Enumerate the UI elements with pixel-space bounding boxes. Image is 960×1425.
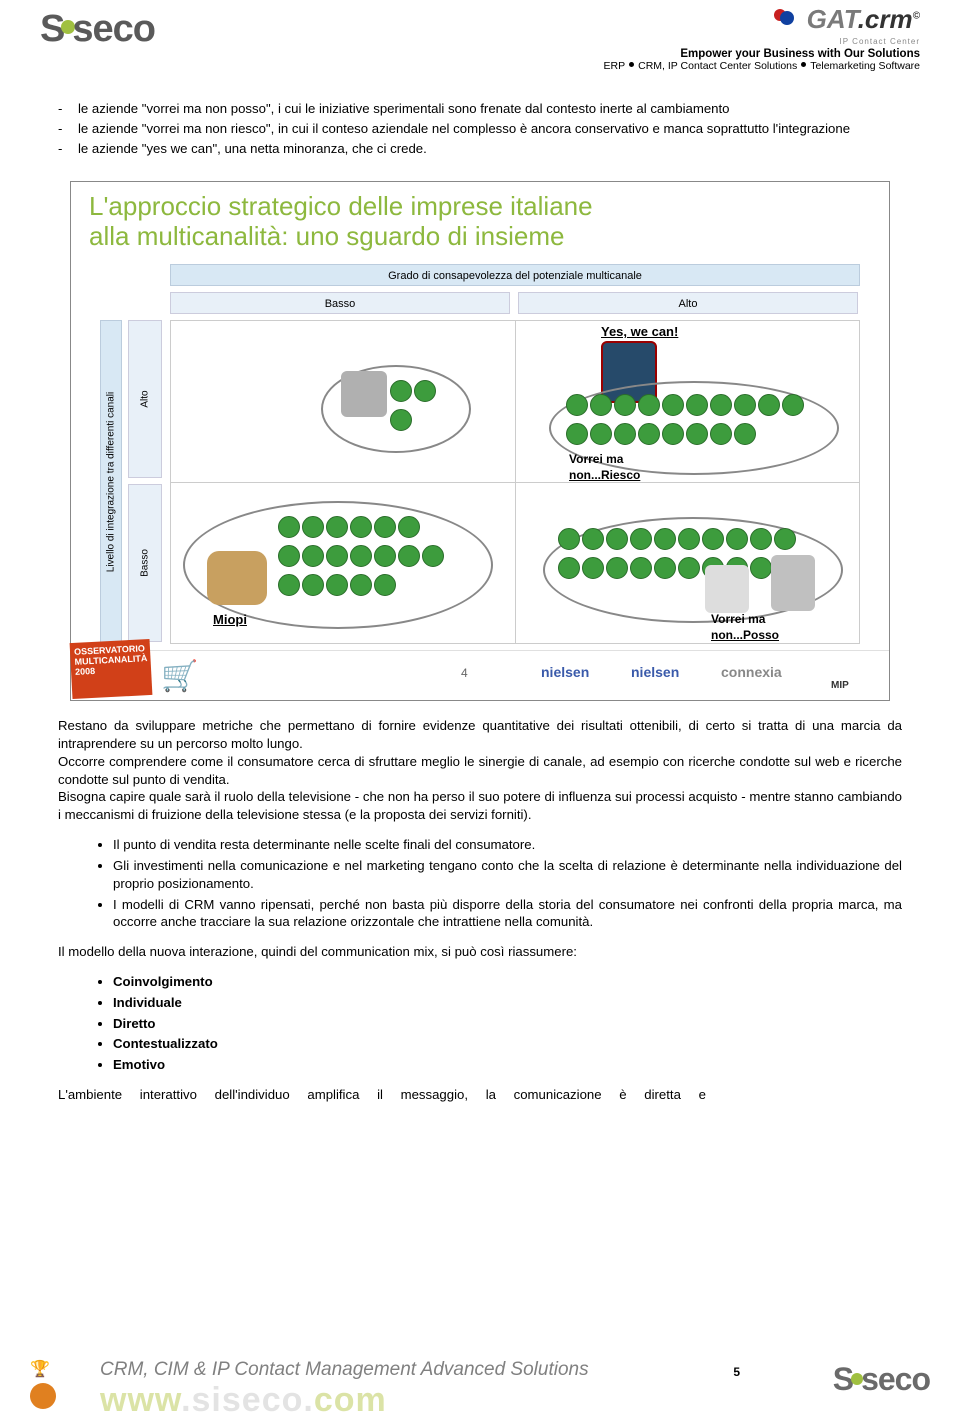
people-icon (705, 565, 749, 613)
bubble-cluster (389, 379, 437, 437)
slide-title: L'approccio strategico delle imprese ita… (71, 182, 889, 256)
cart-icon: 🛒 (161, 657, 198, 698)
page-footer: 🏆 CRM, CIM & IP Contact Management Advan… (0, 1341, 960, 1425)
matrix-row-low: Basso (128, 484, 162, 642)
intro-dash-list: le aziende "vorrei ma non posso", i cui … (58, 100, 902, 157)
bubble-cluster (565, 393, 825, 451)
footer-siseco-logo: Sseco (833, 1361, 930, 1398)
paragraph: Occorre comprendere come il consumatore … (58, 753, 902, 789)
erp-line: ERPCRM, IP Contact Center SolutionsTelem… (604, 60, 920, 72)
footer-badges: 🏆 (30, 1359, 60, 1409)
gat-icon (774, 11, 800, 37)
matrix-top-header: Grado di consapevolezza del potenziale m… (170, 264, 860, 286)
paragraph: Bisogna capire quale sarà il ruolo della… (58, 788, 902, 824)
embedded-slide: L'approccio strategico delle imprese ita… (70, 181, 890, 701)
matrix-col-high: Alto (518, 292, 858, 314)
bullet-list-a: Il punto di vendita resta determinante n… (58, 836, 902, 931)
list-item: Il punto di vendita resta determinante n… (113, 836, 902, 854)
bullet-list-b: Coinvolgimento Individuale Diretto Conte… (58, 973, 902, 1074)
paragraph: L'ambiente interattivo dell'individuo am… (58, 1086, 902, 1104)
label-miopi: Miopi (213, 611, 247, 629)
brand-nielsen: nielsen (541, 663, 589, 682)
brand-nielsen-online: nielsen (631, 663, 679, 682)
matrix-grid: Yes, we can! Vorrei manon...Riesco (170, 320, 860, 644)
label-yes-we-can: Yes, we can! (601, 323, 678, 341)
footer-tagline: CRM, CIM & IP Contact Management Advance… (100, 1359, 750, 1381)
list-item: Coinvolgimento (113, 973, 902, 991)
empower-tagline: Empower your Business with Our Solutions (604, 48, 920, 60)
paragraph: Il modello della nuova interazione, quin… (58, 943, 902, 961)
anniversary-20-icon: 🏆 (30, 1359, 60, 1381)
list-item: Contestualizzato (113, 1035, 902, 1053)
miopi-icon (207, 551, 267, 605)
list-item: Emotivo (113, 1056, 902, 1074)
footer-url: www.siseco.com (100, 1381, 750, 1420)
cert-icon (30, 1383, 56, 1409)
matrix-col-low: Basso (170, 292, 510, 314)
page-content: le aziende "vorrei ma non posso", i cui … (0, 90, 960, 1104)
slide-page-number: 4 (461, 665, 468, 681)
matrix-row-high: Alto (128, 320, 162, 478)
matrix-yaxis: Livello di integrazione tra differenti c… (100, 320, 122, 644)
brand-mip: MIP (831, 679, 849, 693)
osservatorio-badge: OSSERVATORIO MULTICANALITÀ 2008 (70, 639, 153, 699)
bubble-cluster (277, 515, 487, 601)
person-icon (771, 555, 815, 611)
list-item: le aziende "yes we can", una netta minor… (78, 140, 902, 158)
gat-crm-logo-block: GAT.crm© IP Contact Center Empower your … (604, 4, 920, 72)
quadrant-matrix: Grado di consapevolezza del potenziale m… (100, 264, 860, 644)
brand-connexia: connexia (721, 663, 782, 682)
list-item: le aziende "vorrei ma non riesco", in cu… (78, 120, 902, 138)
page-number: 5 (733, 1365, 740, 1379)
list-item: I modelli di CRM vanno ripensati, perché… (113, 896, 902, 932)
list-item: Gli investimenti nella comunicazione e n… (113, 857, 902, 893)
page-header: Sseco GAT.crm© IP Contact Center Empower… (0, 0, 960, 90)
list-item: Diretto (113, 1015, 902, 1033)
slide-footer: OSSERVATORIO MULTICANALITÀ 2008 🛒 4 niel… (71, 650, 889, 700)
list-item: le aziende "vorrei ma non posso", i cui … (78, 100, 902, 118)
list-item: Individuale (113, 994, 902, 1012)
siseco-logo: Sseco (40, 8, 155, 51)
gat-subtitle: IP Contact Center (604, 37, 920, 46)
tv-icon (341, 371, 387, 417)
paragraph: Restano da sviluppare metriche che perme… (58, 717, 902, 753)
label-vorrei-posso: Vorrei manon...Posso (711, 611, 779, 643)
label-vorrei-riesco: Vorrei manon...Riesco (569, 451, 640, 483)
